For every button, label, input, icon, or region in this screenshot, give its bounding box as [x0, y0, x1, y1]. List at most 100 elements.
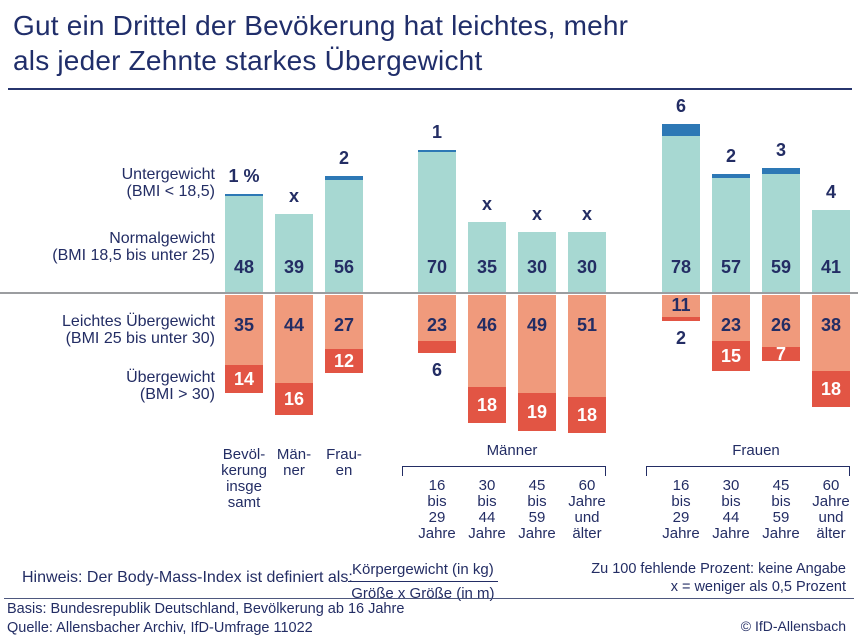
- axis-label-line: Jahre: [468, 525, 506, 542]
- axis-label-line: Bevöl-: [222, 446, 266, 463]
- bar-normalgewicht: [225, 196, 263, 292]
- bar-value-leichtes-uebergewicht: 23: [720, 315, 742, 335]
- bar-value-normalgewicht: 57: [720, 257, 742, 277]
- bar-value-leichtes-uebergewicht: 27: [333, 315, 355, 335]
- axis-label-line: samt: [227, 494, 261, 511]
- bar-value-untergewicht: x: [531, 204, 542, 224]
- bar-value-starkes-uebergewicht: 14: [233, 369, 255, 389]
- axis-label: Män-ner: [257, 447, 331, 479]
- bar-value-normalgewicht: 59: [770, 257, 792, 277]
- legend-untergewicht: Untergewicht (BMI < 18,5): [0, 166, 215, 200]
- bar-value-untergewicht: x: [288, 186, 299, 206]
- axis-label-line: 30: [722, 477, 740, 494]
- axis-label: 16 bis 29 Jahre: [644, 478, 718, 542]
- axis-label-line: Män-: [276, 446, 312, 463]
- bar-value-starkes-uebergewicht: 18: [476, 395, 498, 415]
- bar-leichtes-uebergewicht: [712, 295, 750, 341]
- axis-label-line: und: [574, 509, 600, 526]
- bar-untergewicht: [662, 124, 700, 136]
- axis-label-line: 29: [672, 509, 690, 526]
- percentage-notes: Zu 100 fehlende Prozent: keine Angabe x …: [498, 560, 846, 596]
- bar-value-leichtes-uebergewicht: 44: [283, 315, 305, 335]
- bar-starkes-uebergewicht: [418, 341, 456, 353]
- bar-normalgewicht: [812, 210, 850, 292]
- axis-label: 30 bis 44 Jahre: [694, 478, 768, 542]
- bar-starkes-uebergewicht: [225, 365, 263, 393]
- axis-label-line: 16: [672, 477, 690, 494]
- bar-value-untergewicht: x: [481, 194, 492, 214]
- axis-label-line: Jahre: [518, 525, 556, 542]
- legend-normalgewicht-range: (BMI 18,5 bis unter 25): [52, 247, 215, 264]
- title-divider: [8, 88, 852, 90]
- chart-title: Gut ein Drittel der Bevökerung hat leich…: [13, 8, 843, 78]
- bar-leichtes-uebergewicht: [662, 295, 700, 317]
- axis-label-line: Jahre: [662, 525, 700, 542]
- axis-label-line: 29: [428, 509, 446, 526]
- bar-value-normalgewicht: 56: [333, 257, 355, 277]
- axis-label-line: insge: [226, 478, 262, 495]
- axis-label-line: älter: [572, 525, 602, 542]
- basis-note: Basis: Bundesrepublik Deutschland, Bevöl…: [7, 601, 405, 617]
- legend-uebergewicht-range: (BMI > 30): [139, 386, 215, 403]
- x-meaning-note: x = weniger als 0,5 Prozent: [670, 579, 846, 595]
- bar-normalgewicht: [568, 232, 606, 292]
- legend-normalgewicht-name: Normalgewicht: [109, 230, 215, 247]
- bar-value-untergewicht: 2: [338, 148, 349, 168]
- axis-label-line: 45: [772, 477, 790, 494]
- axis-label-line: 60: [578, 477, 596, 494]
- group-bracket: [646, 466, 850, 476]
- axis-label-line: 45: [528, 477, 546, 494]
- bar-value-normalgewicht: 30: [526, 257, 548, 277]
- bar-normalgewicht: [418, 152, 456, 292]
- bar-value-normalgewicht: 30: [576, 257, 598, 277]
- axis-label-line: ner: [283, 462, 305, 479]
- legend-uebergewicht-name: Übergewicht: [126, 369, 215, 386]
- bar-value-untergewicht: 6: [675, 96, 686, 116]
- axis-label: 60 Jahre und älter: [550, 478, 624, 542]
- bar-value-starkes-uebergewicht: 7: [775, 344, 786, 364]
- bar-value-untergewicht: 2: [725, 146, 736, 166]
- axis-label-line: bis: [721, 493, 741, 510]
- bar-untergewicht: [762, 168, 800, 174]
- chart-title-line2: als jeder Zehnte starkes Übergewicht: [13, 45, 483, 76]
- group-label: Männer: [486, 442, 538, 459]
- bar-value-untergewicht: 1: [431, 122, 442, 142]
- bar-normalgewicht: [275, 214, 313, 292]
- bar-leichtes-uebergewicht: [225, 295, 263, 365]
- bar-starkes-uebergewicht: [762, 347, 800, 361]
- bar-value-starkes-uebergewicht: 19: [526, 402, 548, 422]
- bar-leichtes-uebergewicht: [812, 295, 850, 371]
- bar-untergewicht: [225, 194, 263, 196]
- bar-leichtes-uebergewicht: [468, 295, 506, 387]
- bar-value-starkes-uebergewicht: 15: [720, 346, 742, 366]
- axis-label-line: bis: [671, 493, 691, 510]
- axis-label: 16 bis 29 Jahre: [400, 478, 474, 542]
- axis-label-line: bis: [527, 493, 547, 510]
- bar-untergewicht: [712, 174, 750, 178]
- group-label: Frauen: [732, 442, 780, 459]
- axis-label-line: und: [818, 509, 844, 526]
- axis-label: Frau-en: [307, 447, 381, 479]
- axis-label-line: 30: [478, 477, 496, 494]
- axis-label-line: Jahre: [762, 525, 800, 542]
- bar-starkes-uebergewicht: [518, 393, 556, 431]
- bar-starkes-uebergewicht: [812, 371, 850, 407]
- footer-divider: [4, 598, 854, 599]
- bar-value-untergewicht: x: [581, 204, 592, 224]
- bar-value-normalgewicht: 39: [283, 257, 305, 277]
- axis-label-line: bis: [771, 493, 791, 510]
- axis-label-line: en: [335, 462, 353, 479]
- bar-leichtes-uebergewicht: [762, 295, 800, 347]
- axis-label-line: 59: [772, 509, 790, 526]
- bar-value-untergewicht: 1 %: [228, 166, 260, 186]
- axis-label-line: Jahre: [712, 525, 750, 542]
- legend-normalgewicht: Normalgewicht (BMI 18,5 bis unter 25): [0, 230, 215, 264]
- bar-value-starkes-uebergewicht: 12: [333, 351, 355, 371]
- source-note: Quelle: Allensbacher Archiv, IfD-Umfrage…: [7, 620, 313, 636]
- axis-label: 45 bis 59 Jahre: [744, 478, 818, 542]
- axis-label-line: älter: [816, 525, 846, 542]
- bar-normalgewicht: [468, 222, 506, 292]
- bar-normalgewicht: [762, 174, 800, 292]
- axis-label-line: Jahre: [418, 525, 456, 542]
